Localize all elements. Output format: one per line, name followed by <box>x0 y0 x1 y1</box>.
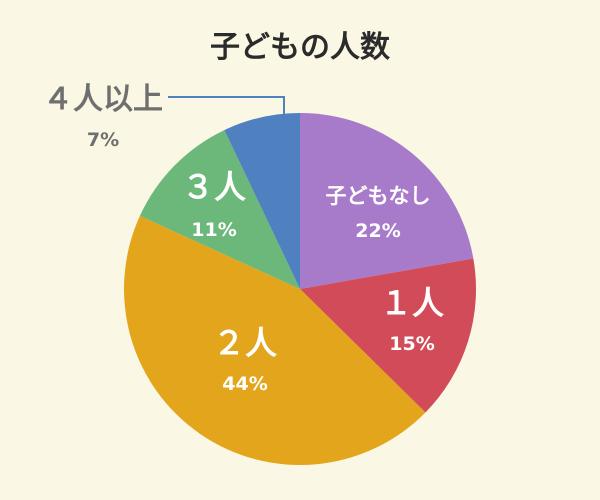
slice-pct-2: 44% <box>222 373 267 395</box>
slice-label-none: 子どもなし <box>326 184 431 208</box>
pie-labels: 子どもなし 22% １人 15% ２人 44% ３人 11% ４人以上 7% <box>43 82 444 395</box>
slice-none <box>300 113 474 289</box>
slice-pct-4-plus: 7% <box>87 129 119 151</box>
slice-1 <box>300 258 476 413</box>
slice-pct-none: 22% <box>355 220 400 242</box>
chart-title: 子どもの人数 <box>210 30 391 65</box>
slice-pct-1: 15% <box>389 333 434 355</box>
slice-label-3: ３人 <box>182 168 246 206</box>
leader-line-4-plus <box>168 96 285 117</box>
slice-pct-3: 11% <box>191 219 236 241</box>
pie-slices <box>124 113 476 465</box>
slice-label-1: １人 <box>380 284 444 322</box>
slice-3 <box>139 130 300 289</box>
slice-label-4-plus: ４人以上 <box>43 82 163 117</box>
slice-4-plus <box>224 113 300 289</box>
slice-2 <box>124 215 426 465</box>
slice-label-2: ２人 <box>213 324 277 362</box>
